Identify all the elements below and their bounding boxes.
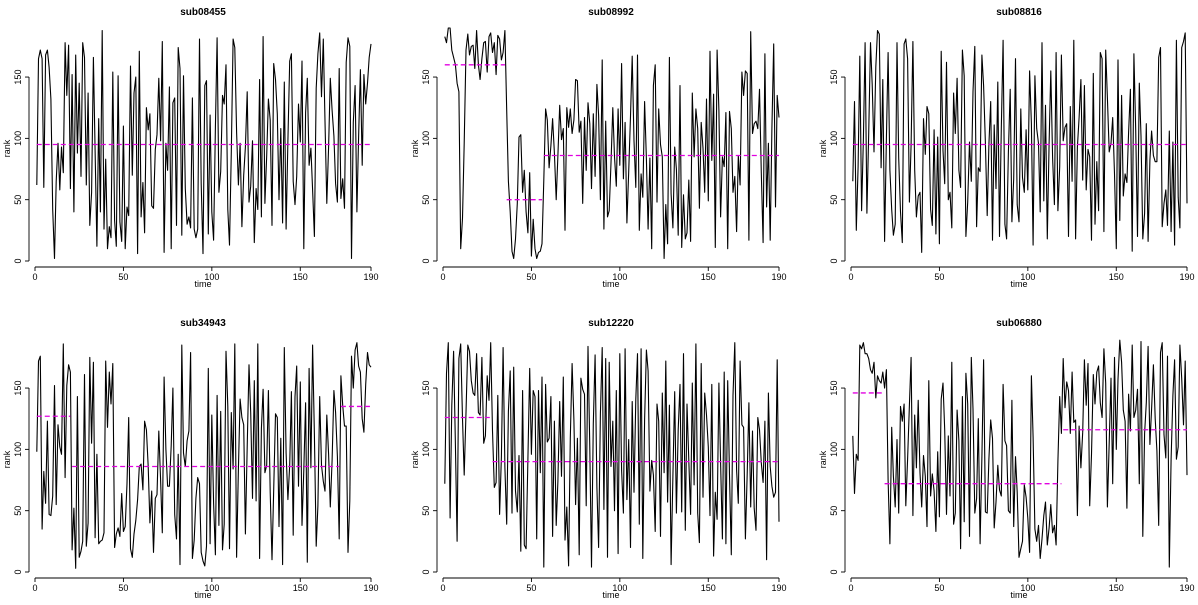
y-axis-label: rank <box>818 139 828 157</box>
y-axis-label: rank <box>410 450 420 468</box>
panel-sub06880: sub06880 0 50 100 150 190 0 50 100 150 time rank <box>818 318 1195 600</box>
x-tick-label: 100 <box>612 272 627 282</box>
panel-title: sub08992 <box>588 7 634 18</box>
x-tick-label: 190 <box>363 583 378 593</box>
panel-sub12220: sub12220 0 50 100 150 190 0 50 100 150 time rank <box>410 318 787 600</box>
x-tick-label: 0 <box>32 272 37 282</box>
y-tick-label: 100 <box>421 442 431 457</box>
rank-series-line <box>36 29 372 260</box>
x-tick-label: 100 <box>204 583 219 593</box>
x-tick-label: 50 <box>118 583 128 593</box>
y-axis-label: rank <box>2 450 12 468</box>
y-tick-label: 0 <box>421 258 431 263</box>
x-axis-label: time <box>602 590 619 600</box>
y-tick-label: 50 <box>829 195 839 205</box>
y-tick-label: 0 <box>829 258 839 263</box>
y-tick-label: 100 <box>421 131 431 146</box>
y-axis-label: rank <box>818 450 828 468</box>
x-tick-label: 150 <box>701 583 716 593</box>
x-tick-label: 0 <box>848 272 853 282</box>
x-tick-label: 190 <box>363 272 378 282</box>
x-tick-label: 0 <box>848 583 853 593</box>
x-axis-label: time <box>1010 590 1027 600</box>
rank-series-line <box>852 29 1188 253</box>
y-tick-label: 150 <box>829 381 839 396</box>
y-tick-label: 150 <box>13 381 23 396</box>
x-axis-label: time <box>194 279 211 289</box>
y-tick-label: 150 <box>421 70 431 85</box>
x-tick-label: 100 <box>612 583 627 593</box>
y-axis-label: rank <box>410 139 420 157</box>
rank-series-line <box>36 342 372 569</box>
y-tick-label: 100 <box>13 131 23 146</box>
y-tick-label: 150 <box>829 70 839 85</box>
y-tick-label: 0 <box>829 569 839 574</box>
panel-title: sub08816 <box>996 7 1042 18</box>
x-axis-label: time <box>602 279 619 289</box>
x-tick-label: 150 <box>293 583 308 593</box>
panel-title: sub08455 <box>180 7 226 18</box>
y-tick-label: 100 <box>829 131 839 146</box>
x-tick-label: 190 <box>1179 583 1194 593</box>
x-tick-label: 190 <box>1179 272 1194 282</box>
panel-title: sub12220 <box>588 318 634 329</box>
y-tick-label: 100 <box>13 442 23 457</box>
y-tick-label: 0 <box>13 569 23 574</box>
x-tick-label: 50 <box>934 272 944 282</box>
y-tick-label: 100 <box>829 442 839 457</box>
y-tick-label: 150 <box>421 381 431 396</box>
y-tick-label: 50 <box>13 195 23 205</box>
x-tick-label: 0 <box>32 583 37 593</box>
x-tick-label: 100 <box>204 272 219 282</box>
panel-sub08816: sub08816 0 50 100 150 190 0 50 100 150 time rank <box>818 7 1195 289</box>
rank-series-line <box>444 27 780 260</box>
y-axis-label: rank <box>2 139 12 157</box>
x-tick-label: 190 <box>771 272 786 282</box>
panel-title: sub34943 <box>180 318 226 329</box>
x-tick-label: 0 <box>440 272 445 282</box>
x-tick-label: 100 <box>1020 272 1035 282</box>
panel-title: sub06880 <box>996 318 1042 329</box>
x-tick-label: 50 <box>526 272 536 282</box>
x-tick-label: 150 <box>1109 272 1124 282</box>
x-tick-label: 100 <box>1020 583 1035 593</box>
y-tick-label: 50 <box>829 506 839 516</box>
y-tick-label: 50 <box>13 506 23 516</box>
y-tick-label: 0 <box>421 569 431 574</box>
x-axis-label: time <box>1010 279 1027 289</box>
y-tick-label: 0 <box>13 258 23 263</box>
y-tick-label: 50 <box>421 506 431 516</box>
rank-series-line <box>444 342 780 568</box>
x-tick-label: 150 <box>1109 583 1124 593</box>
x-axis-label: time <box>194 590 211 600</box>
x-tick-label: 0 <box>440 583 445 593</box>
x-tick-label: 190 <box>771 583 786 593</box>
x-tick-label: 50 <box>934 583 944 593</box>
y-tick-label: 150 <box>13 70 23 85</box>
x-tick-label: 50 <box>118 272 128 282</box>
y-tick-label: 50 <box>421 195 431 205</box>
panel-sub08992: sub08992 0 50 100 150 190 0 50 100 150 time rank <box>410 7 787 289</box>
panel-sub08455: sub08455 0 50 100 150 190 0 50 100 150 time rank <box>2 7 379 289</box>
x-tick-label: 150 <box>701 272 716 282</box>
x-tick-label: 150 <box>293 272 308 282</box>
rank-series-line <box>852 339 1188 568</box>
x-tick-label: 50 <box>526 583 536 593</box>
panel-sub34943: sub34943 0 50 100 150 190 0 50 100 150 time rank <box>2 318 379 600</box>
